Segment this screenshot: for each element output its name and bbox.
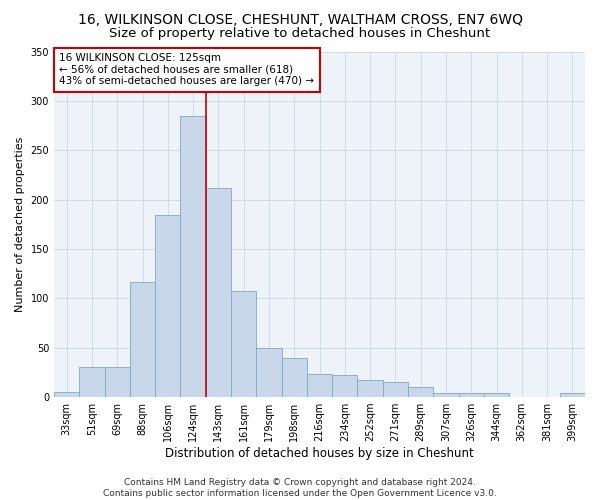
Bar [79,368,104,397]
Bar [458,393,484,397]
Bar [307,374,332,397]
Text: Contains HM Land Registry data © Crown copyright and database right 2024.
Contai: Contains HM Land Registry data © Crown c… [103,478,497,498]
Bar [358,380,383,397]
Y-axis label: Number of detached properties: Number of detached properties [15,136,25,312]
Bar [181,116,206,397]
Bar [433,393,458,397]
Bar [408,387,433,397]
Bar [155,216,181,397]
Bar [104,368,130,397]
Text: Size of property relative to detached houses in Cheshunt: Size of property relative to detached ho… [109,28,491,40]
Bar [54,392,79,397]
Bar [560,393,585,397]
Bar [256,348,281,397]
Bar [383,382,408,397]
Bar [130,282,155,397]
Bar [281,358,307,397]
Text: 16, WILKINSON CLOSE, CHESHUNT, WALTHAM CROSS, EN7 6WQ: 16, WILKINSON CLOSE, CHESHUNT, WALTHAM C… [77,12,523,26]
Bar [332,376,358,397]
Text: 16 WILKINSON CLOSE: 125sqm
← 56% of detached houses are smaller (618)
43% of sem: 16 WILKINSON CLOSE: 125sqm ← 56% of deta… [59,53,314,86]
Bar [484,393,509,397]
X-axis label: Distribution of detached houses by size in Cheshunt: Distribution of detached houses by size … [165,447,474,460]
Bar [231,292,256,397]
Bar [206,188,231,397]
